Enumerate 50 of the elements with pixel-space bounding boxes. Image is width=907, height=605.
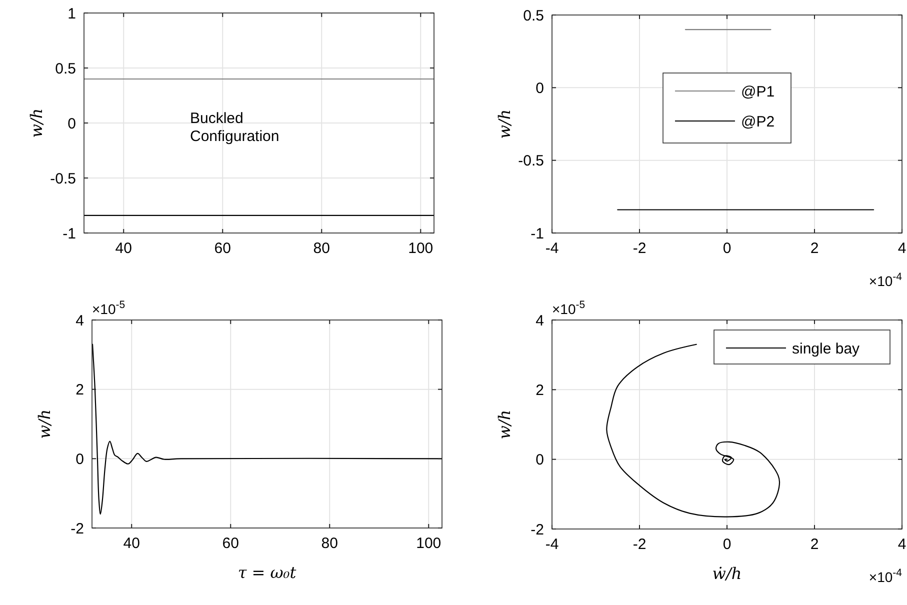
x-tick-label: 60 <box>222 535 239 552</box>
y-tick-label: 0 <box>76 450 84 468</box>
y-tick-label: -1 <box>530 225 544 242</box>
y-tick-label: 0 <box>536 452 544 469</box>
text: ×10$^{-5}$ <box>92 299 126 317</box>
x-axis-title: τ = ω₀t <box>238 563 297 582</box>
x-tick-label: 80 <box>313 240 330 257</box>
y-tick-label: -2 <box>70 520 84 538</box>
y-tick-label: 0.5 <box>55 60 76 78</box>
annotation: Buckled Configuration <box>190 110 280 145</box>
line-series <box>606 344 780 518</box>
legend-label: @P2 <box>741 113 775 130</box>
y-axis-title: w/h <box>495 109 514 139</box>
x-tick-label: 40 <box>115 240 132 257</box>
y-tick-label: 0 <box>68 115 76 132</box>
y-axis-title: w/h <box>27 108 46 138</box>
x-tick-label: 4 <box>898 240 906 257</box>
x-tick-label: 100 <box>408 240 434 257</box>
y-tick-label: -2 <box>530 521 544 538</box>
x-tick-label: 0 <box>722 240 732 257</box>
x-tick-label: 40 <box>123 535 140 552</box>
x-tick-label: 80 <box>321 535 338 552</box>
y-tick-label: 4 <box>536 312 544 330</box>
x-tick-label: -4 <box>545 240 559 257</box>
x-tick-label: 0 <box>722 536 732 553</box>
y-tick-label: 4 <box>76 312 84 330</box>
y-tick-label: 0.5 <box>523 7 544 24</box>
x-tick-label: 60 <box>214 240 231 257</box>
x-tick-label: -4 <box>545 536 559 553</box>
x-tick-label: -2 <box>632 536 646 553</box>
text: ×10$^{-5}$ <box>552 299 586 317</box>
y-tick-label: -0.5 <box>50 170 76 188</box>
legend-label: single bay <box>792 340 860 358</box>
y-tick-label: 2 <box>536 382 544 399</box>
y-axis-title: w/h <box>495 410 514 440</box>
y-tick-label: 1 <box>68 5 76 22</box>
legend-label: @P1 <box>741 83 775 100</box>
x-tick-label: 2 <box>810 240 819 257</box>
text: ×10$^{-4}$ <box>868 271 902 289</box>
x-tick-label: 100 <box>416 535 442 552</box>
y-tick-label: -1 <box>62 225 76 242</box>
y-axis-title: w/h <box>35 409 54 439</box>
y-tick-label: -0.5 <box>518 152 544 170</box>
text: ×10$^{-4}$ <box>868 567 902 585</box>
x-axis-title: ẇ/h <box>712 564 742 583</box>
y-tick-label: 2 <box>76 382 84 399</box>
y-tick-label: 0 <box>536 80 544 97</box>
x-tick-label: 2 <box>810 536 819 553</box>
x-tick-label: 4 <box>898 536 906 553</box>
x-tick-label: -2 <box>632 240 646 257</box>
